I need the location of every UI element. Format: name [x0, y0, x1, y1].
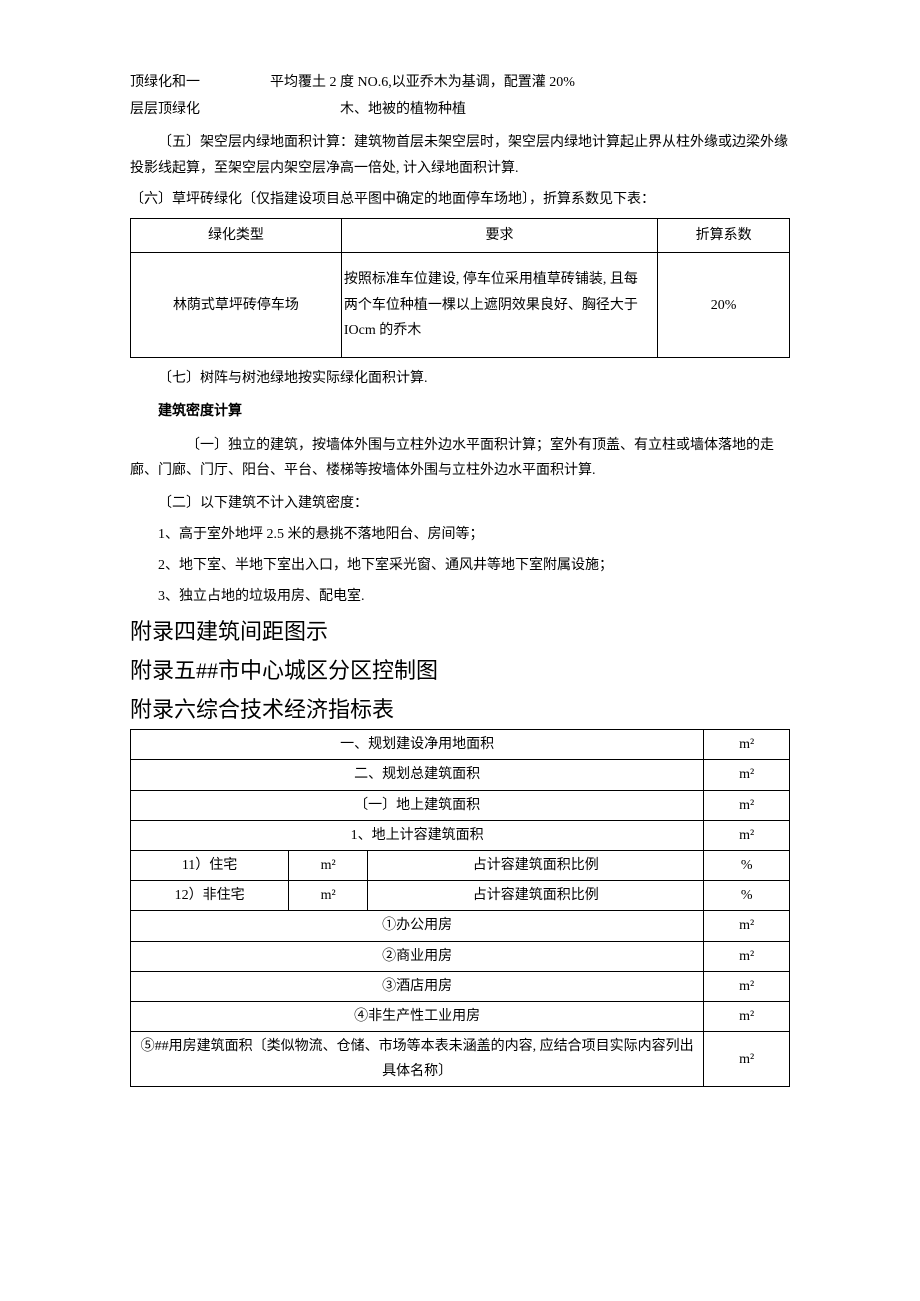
- row-full-3: 1、地上计容建筑面积 m²: [131, 820, 790, 850]
- row-full-0: 一、规划建设净用地面积 m²: [131, 730, 790, 760]
- label-2: 〔一〕地上建筑面积: [131, 790, 704, 820]
- split0-c1: 11）住宅: [131, 850, 289, 880]
- density-item-3: 3、独立占地的垃圾用房、配电室.: [130, 584, 790, 609]
- table-header-row: 绿化类型 要求 折算系数: [131, 218, 790, 252]
- split0-c2: m²: [289, 850, 368, 880]
- label-3: 1、地上计容建筑面积: [131, 820, 704, 850]
- table-data-row: 林荫式草坪砖停车场 按照标准车位建设, 停车位采用植草砖铺装, 且每两个车位种植…: [131, 253, 790, 358]
- top-row-2: 层层顶绿化 木、地被的植物种植: [130, 97, 790, 122]
- row-full2-3: ④非生产性工业用房 m²: [131, 1001, 790, 1031]
- label2-1: ②商业用房: [131, 941, 704, 971]
- unit2-4: m²: [704, 1032, 790, 1087]
- unit2-3: m²: [704, 1001, 790, 1031]
- top-row-1: 顶绿化和一 平均覆土 2 度 NO.6,以亚乔木为基调，配置灌 20%: [130, 70, 790, 95]
- label2-3: ④非生产性工业用房: [131, 1001, 704, 1031]
- density-item-1: 1、高于室外地坪 2.5 米的悬挑不落地阳台、房间等；: [130, 522, 790, 547]
- unit-1: m²: [704, 760, 790, 790]
- unit2-0: m²: [704, 911, 790, 941]
- row-full-2: 〔一〕地上建筑面积 m²: [131, 790, 790, 820]
- unit-0: m²: [704, 730, 790, 760]
- top-row-1-right: 平均覆土 2 度 NO.6,以亚乔木为基调，配置灌 20%: [240, 70, 790, 95]
- paragraph-5: 〔五〕架空层内绿地面积计算：建筑物首层未架空层时，架空层内绿地计算起止界从柱外缘…: [130, 130, 790, 180]
- split1-unit: %: [704, 881, 790, 911]
- indicator-table: 一、规划建设净用地面积 m² 二、规划总建筑面积 m² 〔一〕地上建筑面积 m²…: [130, 729, 790, 1087]
- appendix-6: 附录六综合技术经济指标表: [130, 692, 790, 727]
- label-1: 二、规划总建筑面积: [131, 760, 704, 790]
- density-item-2: 2、地下室、半地下室出入口，地下室采光窗、通风井等地下室附属设施；: [130, 553, 790, 578]
- split0-c3: 占计容建筑面积比例: [368, 850, 704, 880]
- row-full2-0: ①办公用房 m²: [131, 911, 790, 941]
- density-p2: 〔二〕以下建筑不计入建筑密度：: [130, 491, 790, 516]
- th-coefficient: 折算系数: [658, 218, 790, 252]
- top-row-1-left: 顶绿化和一: [130, 70, 240, 95]
- unit2-2: m²: [704, 971, 790, 1001]
- unit-2: m²: [704, 790, 790, 820]
- row-full2-4: ⑤##用房建筑面积〔类似物流、仓储、市场等本表未涵盖的内容, 应结合项目实际内容…: [131, 1032, 790, 1087]
- row-split-1: 12）非住宅 m² 占计容建筑面积比例 %: [131, 881, 790, 911]
- split1-c3: 占计容建筑面积比例: [368, 881, 704, 911]
- label2-0: ①办公用房: [131, 911, 704, 941]
- split1-c2: m²: [289, 881, 368, 911]
- density-heading: 建筑密度计算: [130, 399, 790, 424]
- row-split-0: 11）住宅 m² 占计容建筑面积比例 %: [131, 850, 790, 880]
- td-coefficient: 20%: [658, 253, 790, 358]
- th-type: 绿化类型: [131, 218, 342, 252]
- row-full2-2: ③酒店用房 m²: [131, 971, 790, 1001]
- label2-2: ③酒店用房: [131, 971, 704, 1001]
- top-text-block: 顶绿化和一 平均覆土 2 度 NO.6,以亚乔木为基调，配置灌 20% 层层顶绿…: [130, 70, 790, 122]
- split0-unit: %: [704, 850, 790, 880]
- paragraph-7: 〔七〕树阵与树池绿地按实际绿化面积计算.: [130, 366, 790, 391]
- td-requirement: 按照标准车位建设, 停车位采用植草砖铺装, 且每两个车位种植一棵以上遮阴效果良好…: [341, 253, 657, 358]
- unit-3: m²: [704, 820, 790, 850]
- td-type: 林荫式草坪砖停车场: [131, 253, 342, 358]
- label2-4: ⑤##用房建筑面积〔类似物流、仓储、市场等本表未涵盖的内容, 应结合项目实际内容…: [131, 1032, 704, 1087]
- unit2-1: m²: [704, 941, 790, 971]
- row-full2-1: ②商业用房 m²: [131, 941, 790, 971]
- split1-c1: 12）非住宅: [131, 881, 289, 911]
- paragraph-6: 〔六〕草坪砖绿化〔仅指建设项目总平图中确定的地面停车场地〕，折算系数见下表：: [130, 187, 790, 212]
- top-row-2-right: 木、地被的植物种植: [240, 97, 790, 122]
- density-p1: 〔一〕独立的建筑，按墙体外围与立柱外边水平面积计算；室外有顶盖、有立柱或墙体落地…: [130, 433, 790, 483]
- appendix-5: 附录五##市中心城区分区控制图: [130, 653, 790, 688]
- label-0: 一、规划建设净用地面积: [131, 730, 704, 760]
- top-row-2-left: 层层顶绿化: [130, 97, 240, 122]
- th-requirement: 要求: [341, 218, 657, 252]
- row-full-1: 二、规划总建筑面积 m²: [131, 760, 790, 790]
- appendix-4: 附录四建筑间距图示: [130, 614, 790, 649]
- greening-table: 绿化类型 要求 折算系数 林荫式草坪砖停车场 按照标准车位建设, 停车位采用植草…: [130, 218, 790, 358]
